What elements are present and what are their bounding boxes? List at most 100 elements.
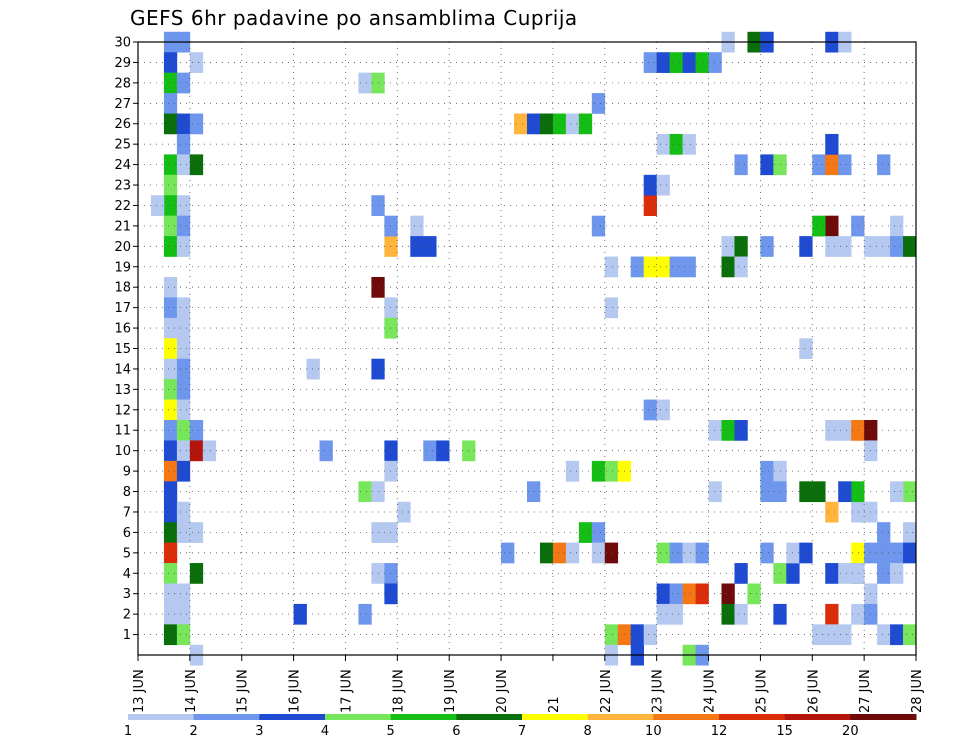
heatmap-cell: [176, 236, 191, 257]
legend-swatch: [193, 714, 260, 720]
heatmap-cell: [565, 542, 580, 564]
heatmap-cell: [163, 603, 178, 625]
heatmap-cell: [189, 440, 204, 462]
heatmap-cell: [527, 113, 541, 135]
heatmap-cell: [163, 317, 178, 339]
heatmap-cell: [656, 583, 670, 605]
heatmap-cell: [514, 113, 528, 135]
heatmap-cell: [578, 522, 593, 543]
heatmap-cell: [358, 603, 372, 625]
heatmap-cell: [760, 481, 774, 503]
heatmap-cell: [799, 236, 813, 257]
heatmap-cell: [734, 603, 748, 625]
heatmap-cell: [163, 583, 178, 605]
legend-label: 10: [645, 724, 662, 739]
heatmap-cell: [176, 215, 191, 237]
heatmap-cell: [410, 215, 424, 237]
heatmap-cell: [643, 256, 657, 278]
heatmap-cell: [176, 501, 191, 523]
heatmap-cell: [643, 195, 657, 216]
y-tick-label: 28: [114, 76, 131, 91]
legend-label: 5: [387, 724, 395, 739]
legend-label: 20: [842, 724, 859, 739]
heatmap-cell: [890, 542, 904, 564]
heatmap-cell: [552, 542, 567, 564]
legend-label: 4: [321, 724, 329, 739]
heatmap-cell: [163, 154, 178, 176]
heatmap-cell: [176, 195, 191, 216]
heatmap-cell: [163, 215, 178, 237]
y-tick-label: 4: [123, 567, 131, 582]
legend-label: 1: [124, 724, 132, 739]
y-tick-label: 18: [114, 281, 131, 296]
legend-swatch: [456, 714, 523, 720]
heatmap-cell: [163, 542, 178, 564]
heatmap-cell: [501, 542, 515, 564]
chart-title: GEFS 6hr padavine po ansamblima Cuprija: [130, 6, 578, 30]
heatmap-cell: [877, 624, 891, 646]
heatmap-cell: [176, 522, 191, 543]
x-tick-label: 22 JUN: [599, 669, 614, 713]
heatmap-cell: [176, 460, 191, 482]
legend-label: 8: [584, 724, 592, 739]
x-tick-label: 24 JUN: [703, 669, 718, 713]
heatmap-cell: [643, 174, 657, 196]
heatmap-cell: [890, 563, 904, 584]
heatmap-cell: [851, 563, 865, 584]
heatmap-cell: [202, 440, 217, 462]
legend-swatch: [850, 714, 917, 720]
y-tick-label: 10: [114, 444, 131, 459]
heatmap-cell: [669, 542, 683, 564]
heatmap-cell: [838, 154, 852, 176]
heatmap-cell: [721, 420, 735, 441]
heatmap-cell: [903, 522, 917, 543]
heatmap-cell: [760, 236, 774, 257]
heatmap-cell: [163, 379, 178, 400]
heatmap-cell: [812, 215, 826, 237]
heatmap-cell: [176, 338, 191, 360]
heatmap-cell: [669, 52, 683, 73]
heatmap-cell: [656, 52, 670, 73]
heatmap-cell: [838, 624, 852, 646]
y-tick-label: 26: [114, 117, 131, 132]
heatmap-cell: [877, 236, 891, 257]
y-tick-label: 12: [114, 403, 131, 418]
heatmap-cell: [890, 236, 904, 257]
heatmap-cell: [656, 542, 670, 564]
heatmap-cell: [604, 624, 619, 646]
heatmap-cell: [669, 603, 683, 625]
heatmap-cell: [708, 481, 722, 503]
y-tick-label: 5: [123, 546, 131, 561]
heatmap-cell: [306, 358, 320, 380]
heatmap-cell: [682, 52, 696, 73]
heatmap-cell: [163, 297, 178, 319]
x-tick-label: 28 JUN: [910, 669, 925, 713]
heatmap-cell: [799, 542, 813, 564]
y-tick-label: 13: [114, 383, 131, 398]
y-tick-label: 7: [123, 505, 131, 520]
heatmap-cell: [163, 52, 178, 73]
heatmap-cell: [527, 481, 541, 503]
heatmap-cell: [903, 624, 917, 646]
y-tick-label: 23: [114, 179, 131, 194]
heatmap-cell: [812, 154, 826, 176]
heatmap-cell: [591, 215, 606, 237]
heatmap-cell: [176, 440, 191, 462]
heatmap-cell: [163, 93, 178, 114]
x-tick-label: 20 JUN: [495, 669, 510, 713]
y-tick-label: 25: [114, 138, 131, 153]
x-tick-label: 18 JUN: [391, 669, 406, 713]
heatmap-cell: [734, 563, 748, 584]
legend-swatch: [719, 714, 786, 720]
heatmap-cell: [721, 603, 735, 625]
legend-swatch: [325, 714, 392, 720]
heatmap-cell: [734, 256, 748, 278]
legend-swatch: [128, 714, 195, 720]
heatmap-cell: [591, 542, 606, 564]
heatmap-cell: [176, 133, 191, 155]
heatmap-cell: [591, 93, 606, 114]
heatmap-cell: [734, 154, 748, 176]
heatmap-cell: [163, 440, 178, 462]
color-legend: 1 2 3 4 5 6 7 8 10 12 15 20: [124, 714, 917, 739]
heatmap-cell: [825, 236, 839, 257]
